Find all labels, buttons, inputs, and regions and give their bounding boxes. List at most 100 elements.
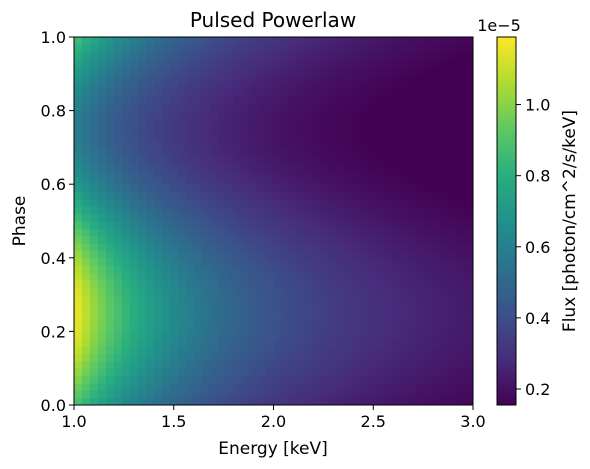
heatmap-cell (393, 81, 402, 90)
heatmap-cell (241, 360, 251, 369)
heatmap-cell (289, 73, 298, 82)
heatmap-cell (313, 103, 322, 112)
heatmap-cell (225, 176, 235, 185)
heatmap-cell (457, 88, 466, 97)
heatmap-cell (337, 228, 346, 237)
heatmap-cell (297, 390, 306, 399)
heatmap-cell (137, 294, 147, 303)
heatmap-cell (401, 110, 410, 119)
heatmap-cell (209, 59, 219, 67)
heatmap-cell (233, 147, 243, 156)
heatmap-cell (425, 110, 434, 119)
heatmap-cell (89, 235, 99, 244)
heatmap-cell (465, 125, 474, 134)
heatmap-cell (217, 206, 227, 215)
heatmap-cell (441, 346, 450, 354)
heatmap-cell (345, 73, 354, 82)
heatmap-cell (441, 257, 450, 266)
heatmap-cell (465, 221, 474, 229)
heatmap-cell (321, 51, 330, 60)
heatmap-cell (81, 382, 91, 391)
heatmap-cell (297, 397, 306, 406)
heatmap-cell (297, 346, 306, 354)
heatmap-cell (129, 265, 139, 274)
heatmap-cell (81, 213, 91, 222)
heatmap-cell (169, 162, 179, 170)
heatmap-cell (369, 154, 378, 163)
heatmap-cell (121, 213, 131, 222)
heatmap-cell (257, 390, 267, 399)
heatmap-cell (129, 397, 139, 406)
heatmap-cell (401, 301, 410, 310)
heatmap-cell (425, 198, 434, 207)
heatmap-cell (289, 184, 298, 193)
heatmap-cell (465, 272, 474, 281)
heatmap-cell (265, 184, 274, 193)
heatmap-cell (449, 37, 458, 45)
heatmap-cell (385, 117, 394, 126)
heatmap-cell (137, 198, 147, 207)
heatmap-cell (281, 272, 290, 281)
heatmap-cell (121, 59, 131, 67)
heatmap-cell (169, 66, 179, 75)
heatmap-cell (393, 59, 402, 67)
heatmap-cell (457, 66, 466, 75)
heatmap-cell (145, 301, 155, 310)
heatmap-cell (185, 162, 195, 170)
heatmap-cell (393, 353, 402, 362)
heatmap-cell (249, 382, 259, 391)
heatmap-cell (417, 162, 426, 170)
heatmap-cell (225, 169, 235, 178)
heatmap-cell (385, 88, 394, 97)
heatmap-cell (97, 272, 107, 281)
heatmap-cell (145, 338, 155, 347)
heatmap-cell (241, 88, 251, 97)
heatmap-cell (169, 279, 179, 288)
heatmap-cell (281, 198, 290, 207)
heatmap-cell (241, 95, 251, 104)
heatmap-cell (241, 235, 251, 244)
heatmap-cell (449, 272, 458, 281)
heatmap-cell (449, 221, 458, 229)
heatmap-cell (105, 198, 115, 207)
heatmap-cell (313, 309, 322, 318)
heatmap-cell (257, 235, 267, 244)
heatmap-cell (177, 353, 187, 362)
heatmap-cell (345, 206, 354, 215)
heatmap-cell (249, 265, 259, 274)
heatmap-cell (329, 338, 338, 347)
heatmap-cell (449, 59, 458, 67)
heatmap-cell (345, 368, 354, 377)
heatmap-cell (177, 265, 187, 274)
heatmap-cell (337, 154, 346, 163)
heatmap-cell (74, 368, 83, 377)
heatmap-cell (297, 375, 306, 384)
heatmap-cell (249, 228, 259, 237)
heatmap-cell (161, 59, 171, 67)
heatmap-cell (193, 257, 203, 266)
heatmap-cell (185, 44, 195, 53)
heatmap-cell (449, 250, 458, 259)
heatmap-cell (289, 44, 298, 53)
heatmap-cell (337, 110, 346, 119)
heatmap-cell (217, 331, 227, 340)
heatmap-cell (425, 206, 434, 215)
heatmap-cell (385, 375, 394, 384)
heatmap-cell (105, 279, 115, 288)
heatmap-cell (281, 368, 290, 377)
heatmap-cell (241, 125, 251, 134)
heatmap-cell (217, 309, 227, 318)
heatmap-cell (105, 294, 115, 303)
heatmap-cell (385, 132, 394, 141)
heatmap-cell (97, 140, 107, 148)
heatmap-cell (425, 162, 434, 170)
heatmap-cell (217, 390, 227, 399)
heatmap-cell (249, 140, 259, 148)
heatmap-cell (457, 360, 466, 369)
heatmap-cell (417, 390, 426, 399)
heatmap-cell (281, 132, 290, 141)
heatmap-cell (145, 368, 155, 377)
heatmap-cell (185, 397, 195, 406)
heatmap-cell (369, 257, 378, 266)
heatmap-cell (257, 279, 267, 288)
